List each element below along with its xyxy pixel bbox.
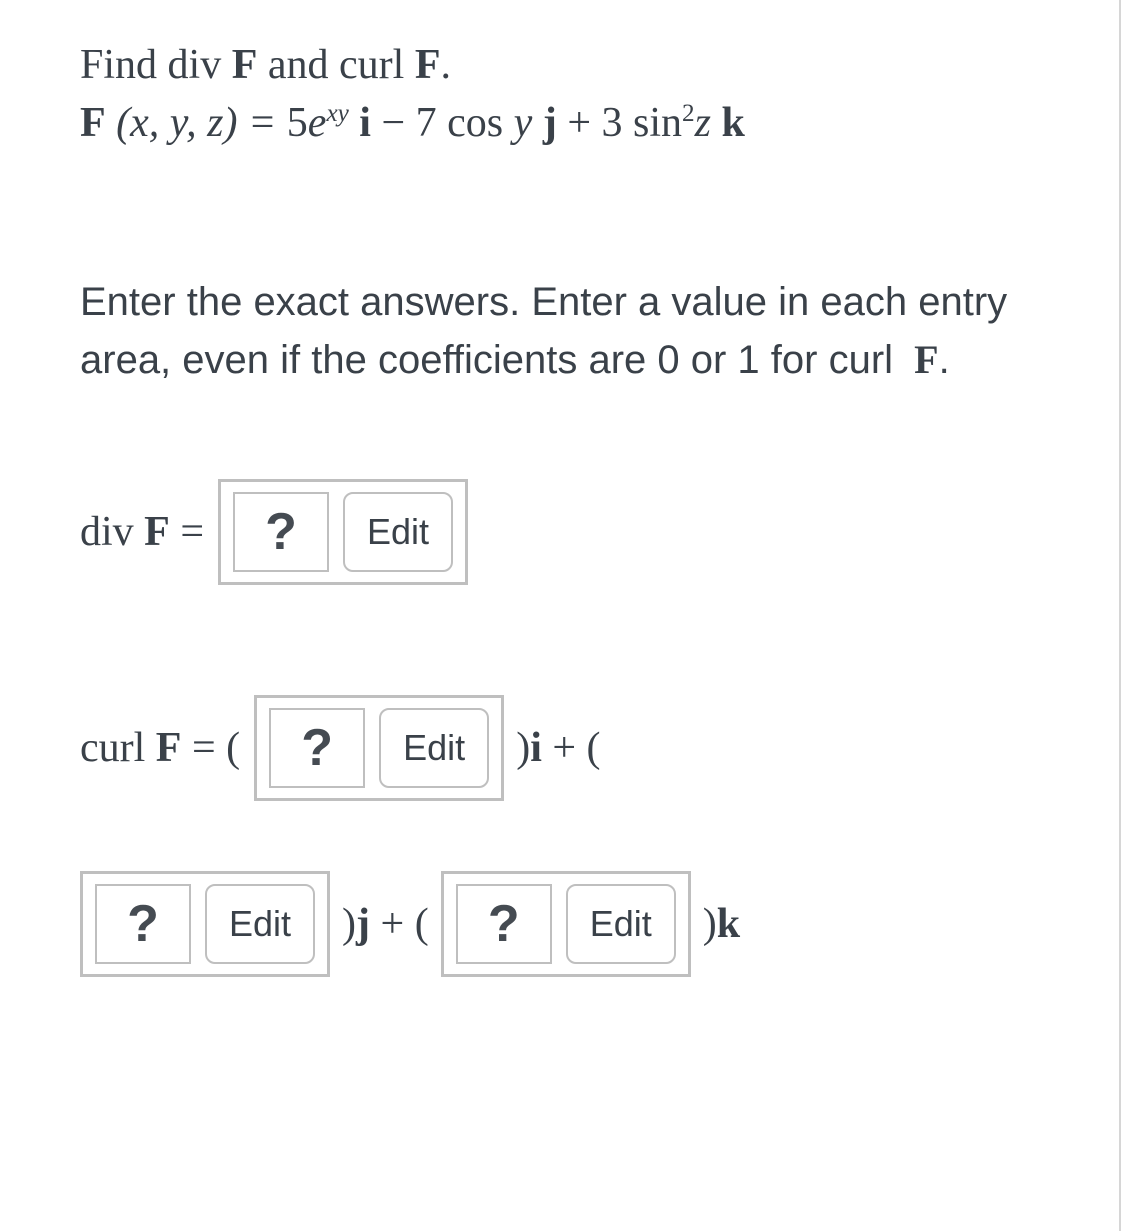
vec-k: k	[711, 100, 745, 146]
right-border	[1119, 0, 1121, 1231]
coeff-5: 5	[287, 100, 308, 146]
curl-eq-open: = (	[181, 725, 240, 771]
curl-text: curl	[80, 725, 156, 771]
instructions-body: Enter the exact answers. Enter a value i…	[80, 280, 1007, 382]
div-input-widget: ? Edit	[218, 479, 468, 585]
curl-j-answer-box[interactable]: ?	[95, 884, 191, 964]
plus-3: + 3	[567, 100, 633, 146]
curl-j-input-widget: ? Edit	[80, 871, 330, 977]
connector-k: )k	[699, 900, 744, 948]
text-period-1: .	[440, 42, 451, 88]
text-and-curl: and curl	[257, 42, 414, 88]
connector-j: )j + (	[338, 900, 433, 948]
cos: cos	[447, 100, 514, 146]
curl-F: F	[156, 725, 182, 771]
eq-F: F	[80, 100, 106, 146]
base-e: e	[308, 100, 327, 146]
sin: sin	[633, 100, 682, 146]
instructions-F: F	[904, 337, 938, 382]
div-eq: =	[170, 509, 204, 555]
div-text: div	[80, 509, 144, 555]
curl-j-edit-button[interactable]: Edit	[205, 884, 315, 964]
problem-equation: F (x, y, z) = 5exy i − 7 cos y j + 3 sin…	[80, 94, 1055, 153]
instructions-period: .	[939, 338, 950, 382]
instructions-text: Enter the exact answers. Enter a value i…	[80, 273, 1055, 389]
curl-label: curl F = (	[80, 724, 240, 772]
minus-7: − 7	[381, 100, 447, 146]
question-page: Find div F and curl F. F (x, y, z) = 5ex…	[0, 0, 1125, 1231]
curl-i-answer-box[interactable]: ?	[269, 708, 365, 788]
vector-f-2: F	[415, 42, 441, 88]
vec-i: i	[349, 100, 382, 146]
text-find: Find div	[80, 42, 232, 88]
curl-k-input-widget: ? Edit	[441, 871, 691, 977]
curl-i-edit-button[interactable]: Edit	[379, 708, 489, 788]
exp-2: 2	[682, 100, 695, 127]
curl-k-answer-box[interactable]: ?	[456, 884, 552, 964]
instructions-F-letter: F	[914, 337, 938, 382]
div-label: div F =	[80, 508, 204, 556]
div-answer-box[interactable]: ?	[233, 492, 329, 572]
connector-i: )i + (	[512, 724, 604, 772]
curl-row-2: ? Edit )j + ( ? Edit )k	[80, 871, 1055, 977]
curl-i-input-widget: ? Edit	[254, 695, 504, 801]
curl-k-edit-button[interactable]: Edit	[566, 884, 676, 964]
vector-f-1: F	[232, 42, 258, 88]
arg-y: y	[514, 100, 533, 146]
curl-row-1: curl F = ( ? Edit )i + (	[80, 695, 1055, 801]
div-edit-button[interactable]: Edit	[343, 492, 453, 572]
vec-j: j	[532, 100, 567, 146]
arg-z: z	[695, 100, 711, 146]
problem-line-1: Find div F and curl F.	[80, 40, 1055, 90]
div-row: div F = ? Edit	[80, 479, 1055, 585]
exp-xy: xy	[326, 100, 348, 127]
eq-vars: (x, y, z) =	[106, 100, 287, 146]
div-F: F	[144, 509, 170, 555]
